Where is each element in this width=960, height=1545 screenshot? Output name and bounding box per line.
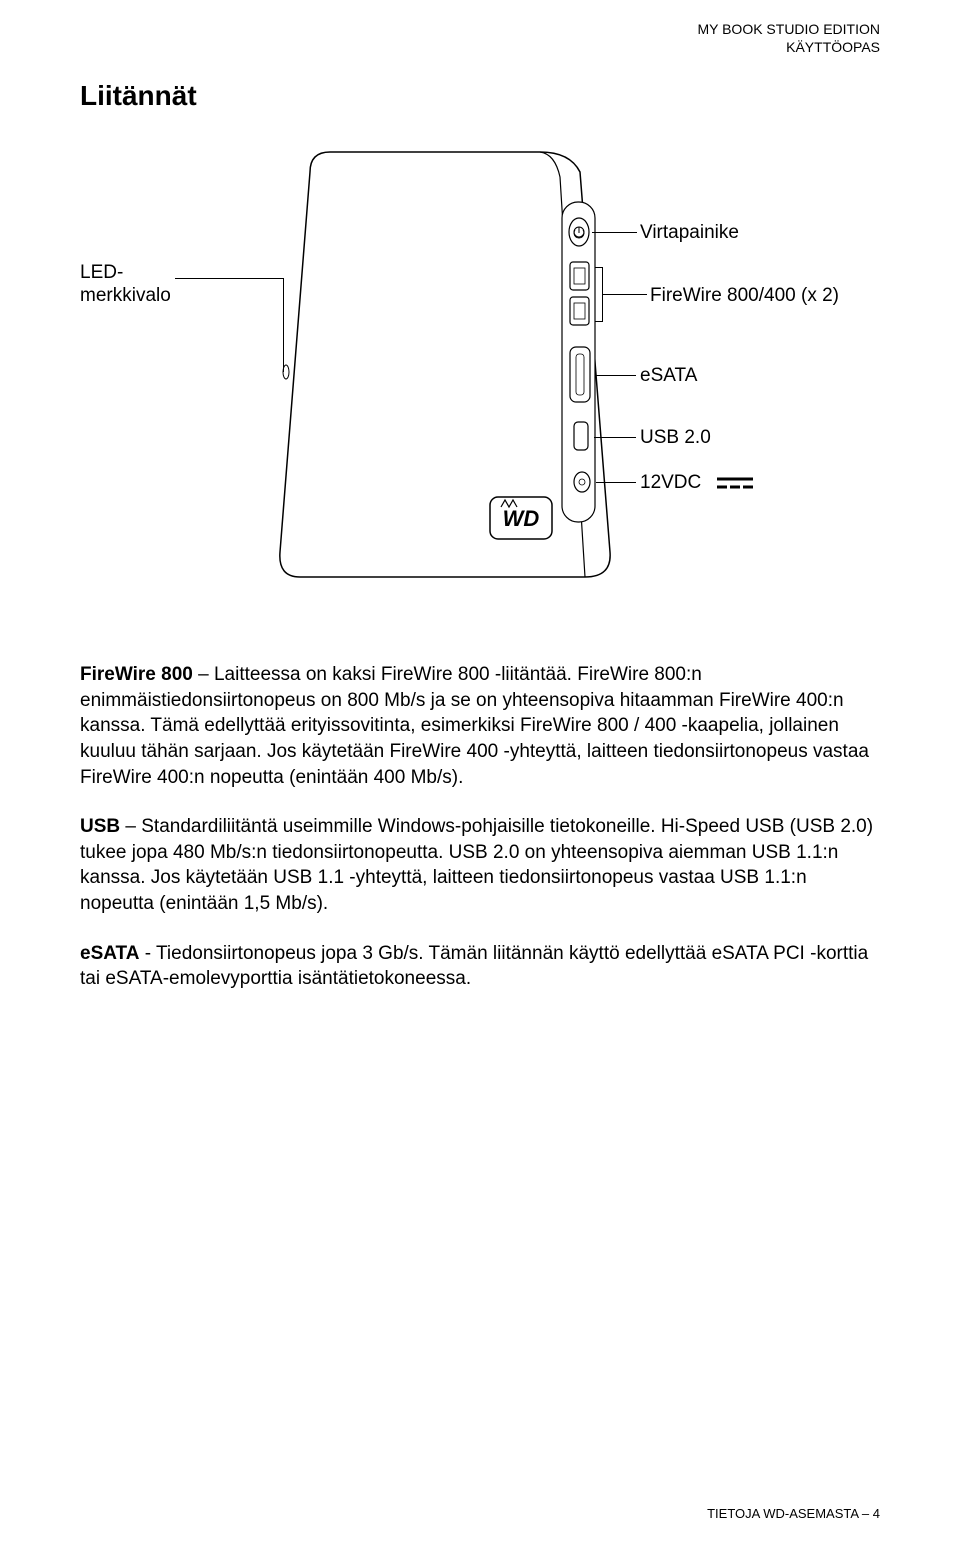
header-line1: MY BOOK STUDIO EDITION <box>697 20 880 38</box>
svg-text:WD: WD <box>503 506 540 531</box>
p3-bold: eSATA <box>80 943 139 964</box>
p3-rest: - Tiedonsiirtonopeus jopa 3 Gb/s. Tämän … <box>80 943 868 990</box>
p2-rest: – Standardiliitäntä useimmille Windows-p… <box>80 816 873 914</box>
device-svg: WD <box>230 132 650 612</box>
dc-symbol-icon <box>715 475 755 491</box>
leader-dc <box>596 482 636 483</box>
label-esata: eSATA <box>640 365 697 388</box>
label-dc: 12VDC <box>640 472 755 495</box>
paragraph-esata: eSATA - Tiedonsiirtonopeus jopa 3 Gb/s. … <box>80 941 880 992</box>
leader-power <box>592 232 637 233</box>
label-dc-text: 12VDC <box>640 472 701 493</box>
p2-bold: USB <box>80 816 120 837</box>
paragraph-firewire: FireWire 800 – Laitteessa on kaksi FireW… <box>80 662 880 790</box>
p1-bold: FireWire 800 <box>80 664 193 685</box>
label-led: LED- merkkivalo <box>80 262 171 308</box>
leader-usb <box>594 437 636 438</box>
leader-led-v <box>283 278 284 372</box>
label-usb: USB 2.0 <box>640 427 711 450</box>
bracket-firewire <box>595 267 603 322</box>
label-firewire: FireWire 800/400 (x 2) <box>650 285 839 308</box>
page-footer: TIETOJA WD-ASEMASTA – 4 <box>707 1506 880 1521</box>
leader-esata <box>596 375 636 376</box>
header-line2: KÄYTTÖOPAS <box>697 38 880 56</box>
leader-led <box>175 278 283 279</box>
paragraph-usb: USB – Standardiliitäntä useimmille Windo… <box>80 814 880 917</box>
p1-rest: – Laitteessa on kaksi FireWire 800 -liit… <box>80 664 869 788</box>
device-diagram: WD LED- merkkivalo Virtapainike FireWire… <box>80 132 880 632</box>
label-power: Virtapainike <box>640 222 739 245</box>
doc-header: MY BOOK STUDIO EDITION KÄYTTÖOPAS <box>697 20 880 56</box>
leader-firewire <box>603 294 647 295</box>
section-title: Liitännät <box>80 80 880 112</box>
